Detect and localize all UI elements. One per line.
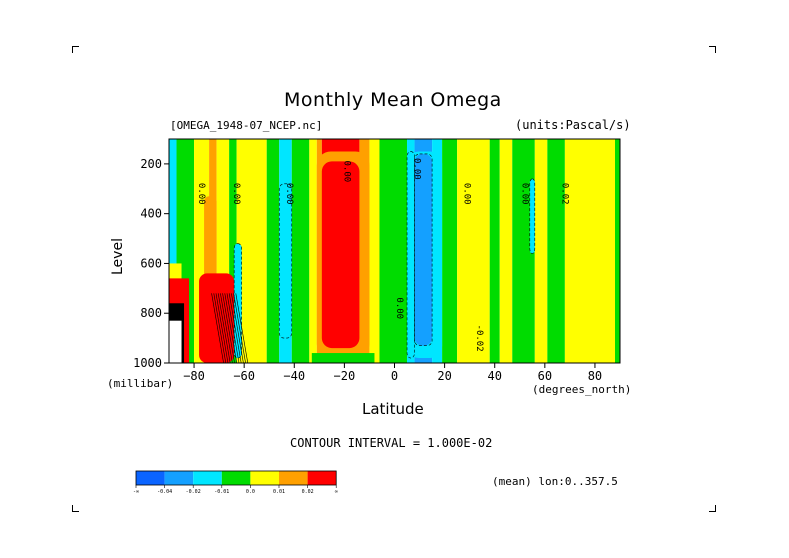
- x-tick-label: 80: [588, 369, 602, 383]
- legend-frame: [135, 470, 337, 486]
- contour-value-label: 0.00: [519, 183, 529, 205]
- contour-band: [489, 139, 500, 363]
- contour-value-label: 0.00: [341, 161, 351, 183]
- contour-line: [226, 293, 240, 363]
- legend-swatch: [250, 471, 279, 485]
- contour-band: [499, 139, 513, 363]
- contour-band: [564, 139, 615, 363]
- contour-value-label: 0.00: [462, 183, 472, 205]
- y-tick-label: 200: [140, 157, 162, 171]
- contour-cell: [311, 353, 375, 363]
- y-axis-unit: (millibar): [107, 377, 174, 390]
- contour-value-label: -0.02: [474, 325, 484, 352]
- averaging-text: (mean) lon:0..357.5: [492, 475, 618, 488]
- contour-band: [369, 139, 380, 363]
- contour-line: [217, 293, 231, 363]
- legend-label: -0.04: [157, 489, 172, 495]
- contour-line: [211, 293, 224, 363]
- contour-band: [457, 139, 490, 363]
- corner-mark-bottom-right: [709, 505, 716, 512]
- contour-line: [233, 243, 242, 359]
- legend-label: -0.02: [186, 489, 201, 495]
- legend-swatch: [164, 471, 194, 485]
- x-tick-label: −40: [283, 369, 305, 383]
- contour-cell: [414, 153, 433, 346]
- contour-cell: [321, 161, 360, 349]
- contour-value-label: 0.00: [231, 183, 241, 205]
- contour-value-label: 0.00: [284, 183, 294, 205]
- x-tick-label: 20: [437, 369, 451, 383]
- legend-label: 0.02: [302, 489, 314, 495]
- contour-cell: [529, 178, 535, 254]
- chart-title: Monthly Mean Omega: [284, 89, 502, 111]
- legend-label: ∞: [335, 489, 338, 495]
- x-axis-unit: (degrees_north): [532, 383, 632, 396]
- y-tick-label: 800: [140, 306, 162, 320]
- legend-label: 0.01: [273, 489, 285, 495]
- contour-line: [233, 293, 246, 363]
- legend-label: 0.0: [246, 489, 255, 495]
- legend-swatch: [136, 471, 165, 485]
- dataset-filename: [OMEGA_1948-07_NCEP.nc]: [170, 119, 323, 132]
- contour-line: [529, 178, 536, 254]
- legend-label: -0.01: [214, 489, 229, 495]
- legend-swatch: [193, 471, 222, 485]
- contour-line: [215, 293, 229, 363]
- x-axis-title: Latitude: [362, 400, 424, 418]
- contour-line: [220, 293, 233, 363]
- legend-label: -∞: [133, 489, 139, 495]
- contour-line: [228, 293, 242, 363]
- contour-line: [278, 183, 293, 339]
- contour-value-label: 0.02: [559, 183, 569, 205]
- legend-swatch: [307, 471, 337, 485]
- contour-value-label: 0.00: [412, 158, 422, 180]
- contour-band: [266, 139, 280, 363]
- contour-band: [291, 139, 310, 363]
- contour-value-label: 0.00: [394, 297, 404, 319]
- contour-cell: [279, 183, 292, 339]
- contour-line: [222, 293, 235, 363]
- contour-band: [229, 139, 237, 363]
- contour-value-label: 0.00: [196, 183, 206, 205]
- contour-line: [213, 293, 227, 363]
- legend-swatch: [279, 471, 308, 485]
- corner-mark-bottom-left: [72, 505, 79, 512]
- legend-swatch: [221, 471, 251, 485]
- contour-line: [224, 293, 238, 363]
- y-tick-label: 400: [140, 207, 162, 221]
- corner-mark-top-left: [72, 46, 79, 53]
- x-tick-label: 0: [391, 369, 398, 383]
- contour-band: [614, 139, 620, 363]
- contour-band: [547, 139, 565, 363]
- y-tick-label: 1000: [133, 356, 162, 370]
- x-tick-label: 60: [538, 369, 552, 383]
- contour-band: [379, 139, 408, 363]
- x-tick-label: −80: [183, 369, 205, 383]
- contour-band: [442, 139, 458, 363]
- contour-interval-text: CONTOUR INTERVAL = 1.000E-02: [290, 436, 493, 450]
- x-tick-label: 40: [487, 369, 501, 383]
- y-tick-label: 600: [140, 256, 162, 270]
- units-label: (units:Pascal/s): [515, 118, 631, 132]
- contour-band: [169, 139, 177, 363]
- x-tick-label: −20: [334, 369, 356, 383]
- x-tick-label: −60: [233, 369, 255, 383]
- contour-band: [309, 139, 317, 363]
- contour-band: [512, 139, 535, 363]
- contour-line: [414, 153, 433, 346]
- contour-cell: [169, 320, 182, 363]
- contour-line: [231, 293, 244, 363]
- contour-band: [534, 139, 548, 363]
- corner-mark-top-right: [709, 46, 716, 53]
